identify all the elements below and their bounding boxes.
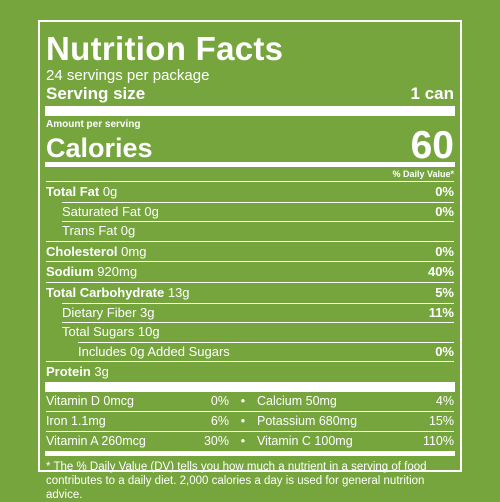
nutrient-row-trans-fat: Trans Fat 0g (46, 221, 454, 241)
vitamin-name: Vitamin D 0mcg (46, 393, 134, 408)
vitamin-row: Iron 1.1mg 6% • Potassium 680mg 15% (46, 410, 454, 431)
vitamin-row: Vitamin A 260mcg 30% • Vitamin C 100mg 110… (46, 430, 454, 451)
servings-per-package: 24 servings per package (46, 67, 210, 84)
nutrient-name: Dietary Fiber (62, 304, 137, 320)
nutrient-name: Total Carbohydrate (46, 284, 165, 300)
vitamin-name: Vitamin A 260mcg (46, 433, 146, 448)
vitamin-dv: 110% (422, 433, 454, 448)
nutrient-amount: 920mg (97, 264, 138, 280)
vitamin-name: Calcium 50mg (257, 393, 337, 408)
thick-divider (45, 106, 455, 116)
nutrient-dv: 0% (435, 203, 454, 219)
nutrient-amount: 0g (144, 203, 159, 219)
nutrient-row-added-sugars: Includes 0g Added Sugars 0% (46, 341, 454, 362)
nutrient-amount: 13g (167, 284, 190, 300)
calories-row: Calories 60 (46, 124, 454, 167)
vitamin-name: Potassium 680mg (257, 413, 358, 428)
vitamin-dv: 6% (210, 413, 229, 428)
daily-value-header: % Daily Value* (392, 169, 454, 179)
nutrient-row-protein: Protein 3g (46, 361, 454, 382)
label-title: Nutrition Facts (46, 30, 284, 67)
nutrient-dv: 5% (435, 284, 454, 300)
nutrient-name: Cholesterol (46, 243, 118, 259)
footnote: * The % Daily Value (DV) tells you how m… (46, 460, 427, 501)
serving-size-label: Serving size (46, 84, 146, 103)
nutrient-amount: 0mg (121, 243, 147, 259)
bullet-separator: • (240, 413, 246, 428)
nutrient-name: Sodium (46, 264, 94, 280)
vitamin-dv: 30% (203, 433, 229, 448)
bullet-separator: • (240, 393, 246, 408)
vitamin-dv: 15% (428, 413, 454, 428)
medium-divider (45, 450, 455, 456)
nutrient-amount: 0g (102, 184, 118, 199)
nutrition-facts-panel: Nutrition Facts 24 servings per package … (38, 20, 462, 501)
nutrient-dv: 0% (435, 184, 454, 199)
vitamin-dv: 0% (210, 393, 229, 408)
nutrient-row-dietary-fiber: Dietary Fiber 3g 11% (46, 302, 454, 323)
medium-divider (45, 162, 455, 167)
vitamin-name: Iron 1.1mg (46, 413, 106, 428)
amount-per-serving: Amount per serving (46, 119, 141, 130)
nutrient-dv: 0% (435, 243, 454, 259)
nutrient-row-sodium: Sodium 920mg 40% (46, 261, 454, 282)
nutrient-amount: 0g (120, 223, 136, 239)
vitamin-dv: 4% (435, 393, 454, 408)
nutrient-dv: 40% (427, 264, 454, 280)
vitamin-name: Vitamin C 100mg (257, 433, 353, 448)
nutrient-row-total-carbohydrate: Total Carbohydrate 13g 5% (46, 281, 454, 303)
nutrient-name: Protein (46, 364, 91, 380)
vitamin-row: Vitamin D 0mcg 0% • Calcium 50mg 4% (46, 392, 454, 411)
nutrient-name: Total Sugars (62, 324, 135, 340)
calories-label: Calories (46, 133, 153, 163)
nutrient-name: Total Fat (46, 184, 100, 199)
nutrient-row-cholesterol: Cholesterol 0mg 0% (46, 240, 454, 262)
bullet-separator: • (240, 433, 246, 448)
serving-size-value: 1 can (410, 84, 454, 103)
nutrient-dv: 0% (435, 343, 454, 359)
nutrient-name: Trans Fat (62, 223, 118, 239)
nutrient-amount: 10g (137, 324, 160, 340)
nutrient-dv: 11% (428, 304, 454, 320)
calories-value: 60 (410, 124, 454, 167)
thick-divider (45, 381, 455, 392)
nutrient-name: Includes 0g Added Sugars (78, 343, 230, 359)
nutrient-name: Saturated Fat (62, 203, 141, 219)
serving-size-row: Serving size 1 can (46, 84, 454, 104)
nutrient-row-total-fat: Total Fat 0g 0% (46, 181, 454, 202)
nutrient-row-total-sugars: Total Sugars 10g (46, 322, 454, 342)
nutrient-amount: 3g (94, 364, 109, 380)
nutrient-amount: 3g (140, 304, 155, 320)
nutrient-row-saturated-fat: Saturated Fat 0g 0% (46, 201, 454, 222)
